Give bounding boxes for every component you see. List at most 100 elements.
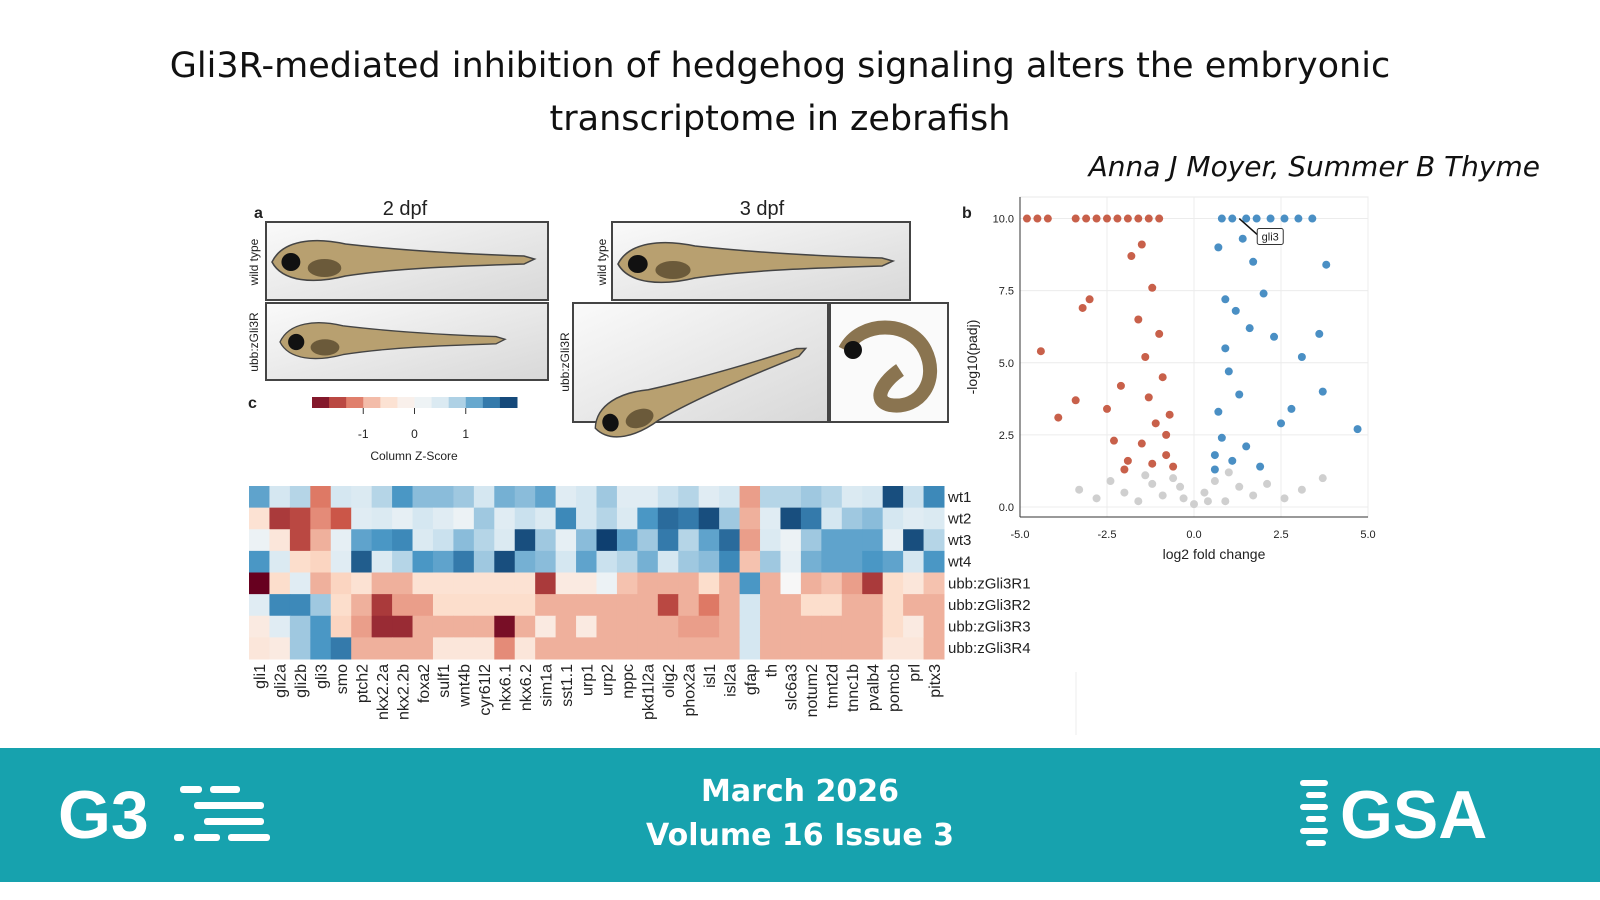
y-tick-label: 7.5 [999, 286, 1014, 298]
heatmap-cell [596, 637, 618, 660]
row-label: wt1 [947, 489, 971, 506]
heatmap-cell [923, 637, 945, 660]
point [1263, 479, 1272, 488]
heatmap-cell [637, 486, 659, 509]
colorbar-tick-label: 1 [462, 427, 469, 441]
heatmap-cell [698, 550, 720, 573]
heatmap-cell [494, 529, 516, 552]
column-label: slc6a3 [784, 664, 801, 710]
column-label: tnnc1b [845, 664, 862, 712]
heatmap-cell [310, 550, 332, 573]
point [1176, 482, 1185, 491]
point [1123, 214, 1132, 223]
heatmap-cell [862, 637, 884, 660]
authors: Anna J Moyer, Summer B Thyme [1088, 150, 1540, 183]
heatmap-cell [862, 594, 884, 617]
heatmap-cell [269, 637, 291, 660]
heatmap-cell [678, 615, 700, 638]
heatmap-cell [432, 572, 454, 595]
heatmap-cell [453, 529, 475, 552]
genotype-label: wild type [595, 238, 609, 286]
colorbar-block [414, 397, 433, 408]
heatmap-cell [310, 615, 332, 638]
heatmap-cell [269, 486, 291, 509]
heatmap-cell [473, 615, 495, 638]
heatmap-cell [310, 572, 332, 595]
point [1203, 497, 1212, 506]
point [1162, 430, 1171, 439]
figure: a 2 dpf 3 dpf wild type ubb:zGli3R wild … [247, 196, 1376, 735]
x-tick-label: 0.0 [1186, 529, 1201, 541]
heatmap-cell [616, 550, 638, 573]
heatmap-cell [882, 507, 904, 530]
point [1169, 462, 1178, 471]
heatmap-cell [535, 637, 557, 660]
point [1120, 488, 1129, 497]
point [1106, 477, 1115, 486]
point [1210, 451, 1219, 460]
heatmap-cell [841, 572, 863, 595]
colorbar-block [346, 397, 364, 408]
heatmap-cell [310, 594, 332, 617]
point [1071, 214, 1080, 223]
heatmap-cell [678, 572, 700, 595]
heatmap-cell [432, 529, 454, 552]
heatmap-cell [514, 550, 536, 573]
heatmap-cell [535, 486, 557, 509]
panel-label: b [962, 205, 972, 222]
column-label: urp1 [579, 664, 596, 696]
column-label: urp2 [600, 664, 617, 696]
genotype-label: wild type [247, 238, 261, 286]
point [1259, 289, 1268, 298]
heatmap-cell [637, 507, 659, 530]
row-label: wt4 [947, 554, 971, 571]
heatmap-cell [392, 572, 414, 595]
heatmap-cell [473, 637, 495, 660]
heatmap-cell [637, 637, 659, 660]
stage-label: 3 dpf [740, 198, 785, 220]
y-tick-label: 10.0 [993, 214, 1014, 226]
heatmap-cell [432, 615, 454, 638]
heatmap-cell [862, 507, 884, 530]
point [1134, 315, 1143, 324]
column-label: pitx3 [927, 664, 944, 698]
heatmap-cell [432, 550, 454, 573]
heatmap-cell [432, 486, 454, 509]
point [1134, 497, 1143, 506]
heatmap-cell [371, 637, 393, 660]
heatmap-cell [760, 486, 781, 509]
heatmap-cell [330, 507, 352, 530]
heatmap-cell [269, 615, 291, 638]
heatmap-cell [249, 594, 270, 617]
point [1179, 494, 1188, 503]
heatmap-cell [637, 615, 659, 638]
y-tick-label: 2.5 [999, 430, 1014, 442]
column-label: nkx2.2b [395, 664, 412, 720]
point [1033, 214, 1042, 223]
y-tick-label: 0.0 [999, 502, 1014, 514]
heatmap-cell [555, 637, 577, 660]
heatmap-cell [657, 507, 679, 530]
heatmap-cell [453, 615, 475, 638]
heatmap-cell [453, 572, 475, 595]
point [1238, 234, 1247, 243]
heatmap-cell [289, 507, 311, 530]
heatmap-cell [371, 507, 393, 530]
heatmap-cell [903, 507, 925, 530]
heatmap-cell [494, 507, 516, 530]
heatmap-cell [719, 507, 741, 530]
point [1054, 413, 1063, 422]
heatmap-cell [249, 529, 270, 552]
column-label: sst1.1 [559, 664, 576, 707]
heatmap-cell [473, 507, 495, 530]
row-label: wt2 [947, 510, 971, 527]
heatmap-cell [514, 529, 536, 552]
heatmap-cell [841, 594, 863, 617]
colorbar-block [329, 397, 347, 408]
heatmap-cell [739, 550, 761, 573]
heatmap-cell [576, 529, 597, 552]
heatmap-cell [841, 507, 863, 530]
column-label: wnt4b [457, 664, 474, 708]
heatmap-cell [780, 486, 802, 509]
colorbar-block [482, 397, 501, 408]
